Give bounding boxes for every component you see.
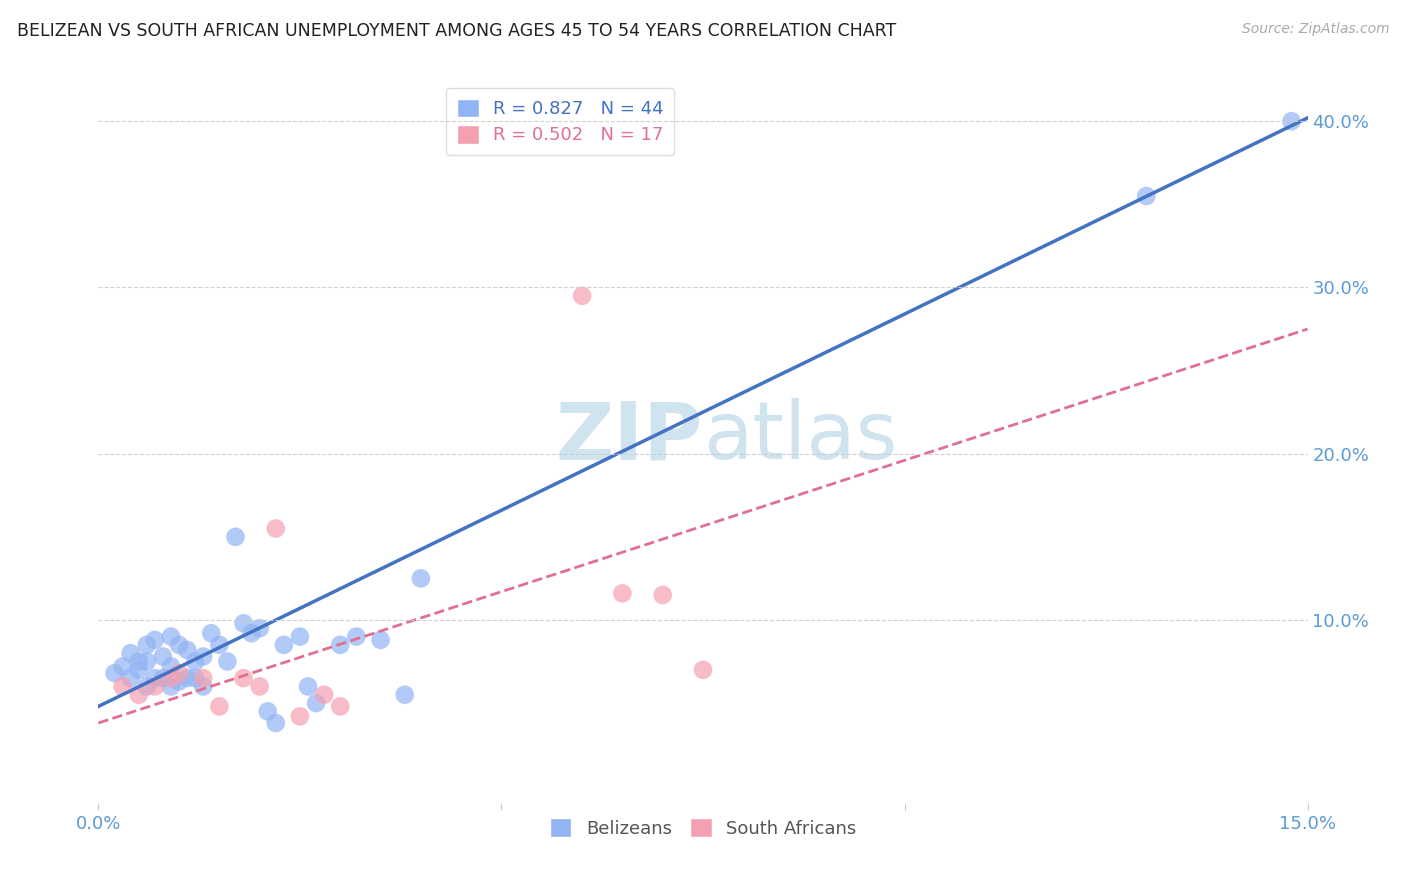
Point	[288, 630, 311, 644]
Text: BELIZEAN VS SOUTH AFRICAN UNEMPLOYMENT AMONG AGES 45 TO 54 YEARS CORRELATION CHA: BELIZEAN VS SOUTH AFRICAN UNEMPLOYMENT A…	[17, 22, 896, 40]
Point	[329, 699, 352, 714]
Point	[200, 626, 222, 640]
Point	[370, 632, 392, 647]
Point	[160, 680, 183, 694]
Text: ZIP: ZIP	[555, 398, 703, 476]
Point	[135, 655, 157, 669]
Point	[143, 680, 166, 694]
Point	[120, 671, 142, 685]
Point	[135, 638, 157, 652]
Point	[692, 663, 714, 677]
Point	[128, 663, 150, 677]
Point	[305, 696, 328, 710]
Point	[128, 655, 150, 669]
Point	[103, 666, 125, 681]
Point	[184, 671, 207, 685]
Point	[314, 688, 336, 702]
Point	[224, 530, 246, 544]
Point	[176, 671, 198, 685]
Text: atlas: atlas	[703, 398, 897, 476]
Point	[394, 688, 416, 702]
Point	[160, 630, 183, 644]
Point	[249, 680, 271, 694]
Point	[160, 659, 183, 673]
Point	[256, 705, 278, 719]
Legend: Belizeans, South Africans: Belizeans, South Africans	[543, 811, 863, 845]
Point	[152, 671, 174, 685]
Point	[288, 709, 311, 723]
Point	[240, 626, 263, 640]
Point	[1135, 189, 1157, 203]
Point	[160, 671, 183, 685]
Text: Source: ZipAtlas.com: Source: ZipAtlas.com	[1241, 22, 1389, 37]
Point	[143, 671, 166, 685]
Point	[264, 716, 287, 731]
Point	[152, 649, 174, 664]
Point	[208, 699, 231, 714]
Point	[571, 289, 593, 303]
Point	[167, 674, 190, 689]
Point	[264, 521, 287, 535]
Point	[193, 649, 215, 664]
Point	[111, 680, 134, 694]
Point	[344, 630, 367, 644]
Point	[273, 638, 295, 652]
Point	[249, 621, 271, 635]
Point	[167, 638, 190, 652]
Point	[120, 646, 142, 660]
Point	[193, 680, 215, 694]
Point	[1281, 114, 1303, 128]
Point	[176, 643, 198, 657]
Point	[297, 680, 319, 694]
Point	[184, 655, 207, 669]
Point	[612, 586, 634, 600]
Point	[111, 659, 134, 673]
Point	[651, 588, 673, 602]
Point	[329, 638, 352, 652]
Point	[208, 638, 231, 652]
Point	[135, 680, 157, 694]
Point	[128, 688, 150, 702]
Point	[193, 671, 215, 685]
Point	[232, 616, 254, 631]
Point	[167, 666, 190, 681]
Point	[232, 671, 254, 685]
Point	[143, 632, 166, 647]
Point	[217, 655, 239, 669]
Point	[409, 571, 432, 585]
